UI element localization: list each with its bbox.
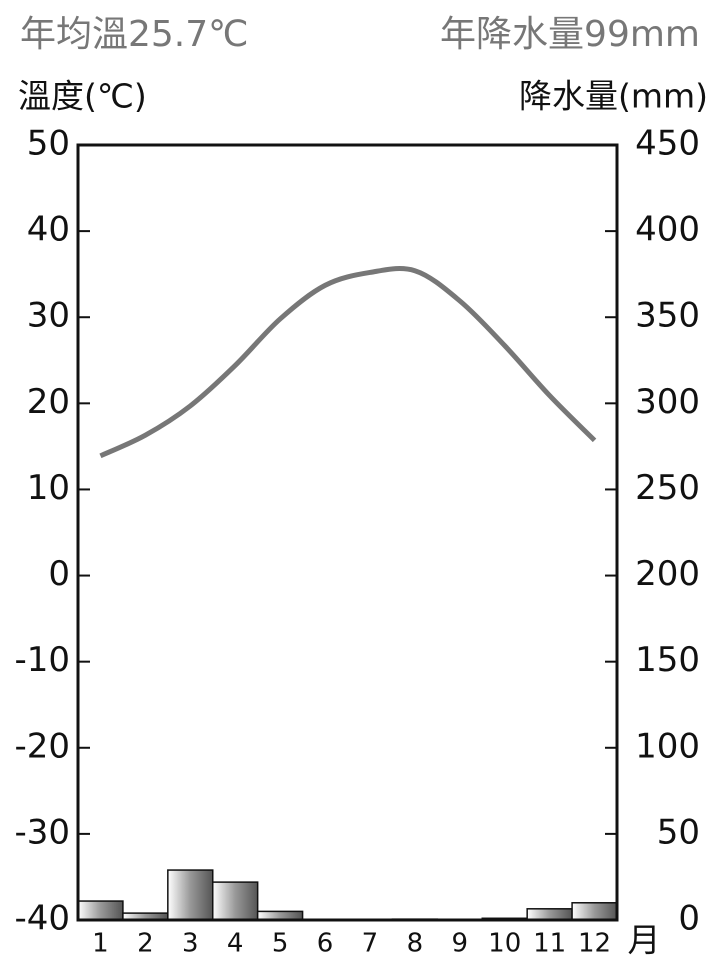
x-tick-label: 6 <box>317 929 334 959</box>
x-tick-label: 8 <box>407 929 424 959</box>
y2-tick-label: 250 <box>635 468 700 508</box>
x-tick-label: 9 <box>452 929 469 959</box>
y2-tick-label: 150 <box>635 640 700 680</box>
y-tick-label: -20 <box>14 726 70 766</box>
x-tick-label: 11 <box>533 929 566 959</box>
x-axis-label: 月 <box>628 921 661 960</box>
y2-tick-label: 400 <box>635 210 700 250</box>
y2-axis-label: 降水量(mm) <box>519 77 708 116</box>
y-tick-label: 50 <box>27 124 70 164</box>
x-tick-label: 7 <box>362 929 379 959</box>
y-tick-label: -10 <box>14 640 70 680</box>
y-tick-label: 40 <box>27 210 70 250</box>
y2-tick-label: 350 <box>635 296 700 336</box>
y-tick-label: 30 <box>27 296 70 336</box>
x-tick-label: 12 <box>578 929 611 959</box>
x-tick-label: 1 <box>92 929 109 959</box>
y2-tick-label: 0 <box>678 899 700 939</box>
y-tick-label: 10 <box>27 468 70 508</box>
y-tick-label: -30 <box>14 812 70 852</box>
bar <box>167 869 214 921</box>
x-tick-label: 3 <box>182 929 199 959</box>
y2-tick-label: 450 <box>635 124 700 164</box>
x-tick-label: 10 <box>488 929 521 959</box>
y-tick-label: 0 <box>48 554 70 594</box>
y2-tick-label: 50 <box>657 812 700 852</box>
bar <box>526 908 573 921</box>
x-tick-label: 5 <box>272 929 289 959</box>
y2-tick-label: 200 <box>635 554 700 594</box>
chart-title: 年均溫25.7℃ <box>20 14 249 55</box>
x-tick-label: 2 <box>137 929 154 959</box>
y-tick-label: -40 <box>14 899 70 939</box>
chart-subtitle: 年降水量99mm <box>440 14 700 55</box>
bar <box>77 900 124 921</box>
y2-tick-label: 300 <box>635 382 700 422</box>
y-axis-label: 溫度(℃) <box>18 77 147 116</box>
y2-tick-label: 100 <box>635 726 700 766</box>
temperature-line <box>99 266 597 459</box>
x-tick-label: 4 <box>227 929 244 959</box>
plot-frame <box>76 143 619 922</box>
y-tick-label: 20 <box>27 382 70 422</box>
bar <box>212 881 259 921</box>
bar <box>571 902 618 921</box>
